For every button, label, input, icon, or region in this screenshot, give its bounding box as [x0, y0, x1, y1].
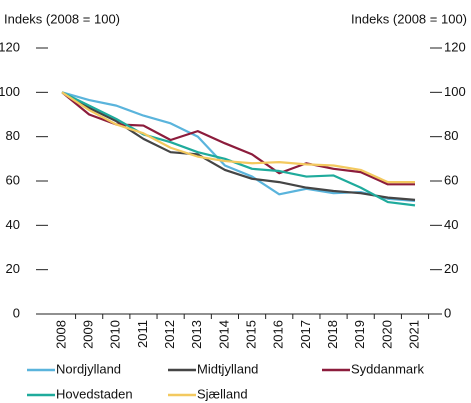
- x-tick-label: 2020: [379, 320, 394, 349]
- legend-label: Syddanmark: [351, 361, 424, 376]
- y2-axis-label: Indeks (2008 = 100): [351, 11, 467, 26]
- y2-tick-label: 40: [444, 217, 458, 232]
- series-line: [61, 91, 415, 186]
- y-tick-label: 0: [13, 305, 20, 320]
- y-tick-label: 120: [0, 39, 20, 54]
- x-tick-label: 2015: [244, 320, 259, 349]
- y2-tick-label: 120: [444, 39, 466, 54]
- x-tick-label: 2014: [216, 320, 231, 349]
- x-tick-label: 2019: [352, 320, 367, 349]
- series-line: [61, 91, 416, 207]
- y2-tick-label: 20: [444, 261, 458, 276]
- y-tick-label: 80: [6, 128, 20, 143]
- x-tick-label: 2011: [135, 320, 150, 348]
- x-tick-label: 2016: [271, 320, 286, 349]
- series-line: [61, 91, 416, 203]
- series-line: [61, 91, 416, 201]
- legend-label: Sjælland: [197, 386, 248, 401]
- x-tick-label: 2012: [162, 320, 177, 349]
- y-tick-label: 60: [6, 172, 20, 187]
- y-axis-label: Indeks (2008 = 100): [4, 11, 120, 26]
- y-tick-label: 20: [6, 261, 20, 276]
- y-tick-label: 100: [0, 84, 20, 99]
- y2-tick-label: 100: [444, 84, 466, 99]
- legend-label: Hovedstaden: [56, 386, 133, 401]
- x-tick-label: 2021: [406, 320, 421, 349]
- legend-label: Midtjylland: [197, 361, 258, 376]
- series-line: [61, 91, 415, 184]
- x-tick-label: 2008: [53, 320, 68, 349]
- legend-label: Nordjylland: [56, 361, 121, 376]
- x-tick-label: 2017: [298, 320, 313, 349]
- x-tick-label: 2018: [325, 320, 340, 349]
- x-tick-label: 2013: [189, 320, 204, 349]
- y2-tick-label: 60: [444, 172, 458, 187]
- y2-tick-label: 80: [444, 128, 458, 143]
- x-tick-label: 2009: [81, 320, 96, 349]
- x-tick-label: 2010: [108, 320, 123, 349]
- y-tick-label: 40: [6, 217, 20, 232]
- y2-tick-label: 0: [444, 305, 451, 320]
